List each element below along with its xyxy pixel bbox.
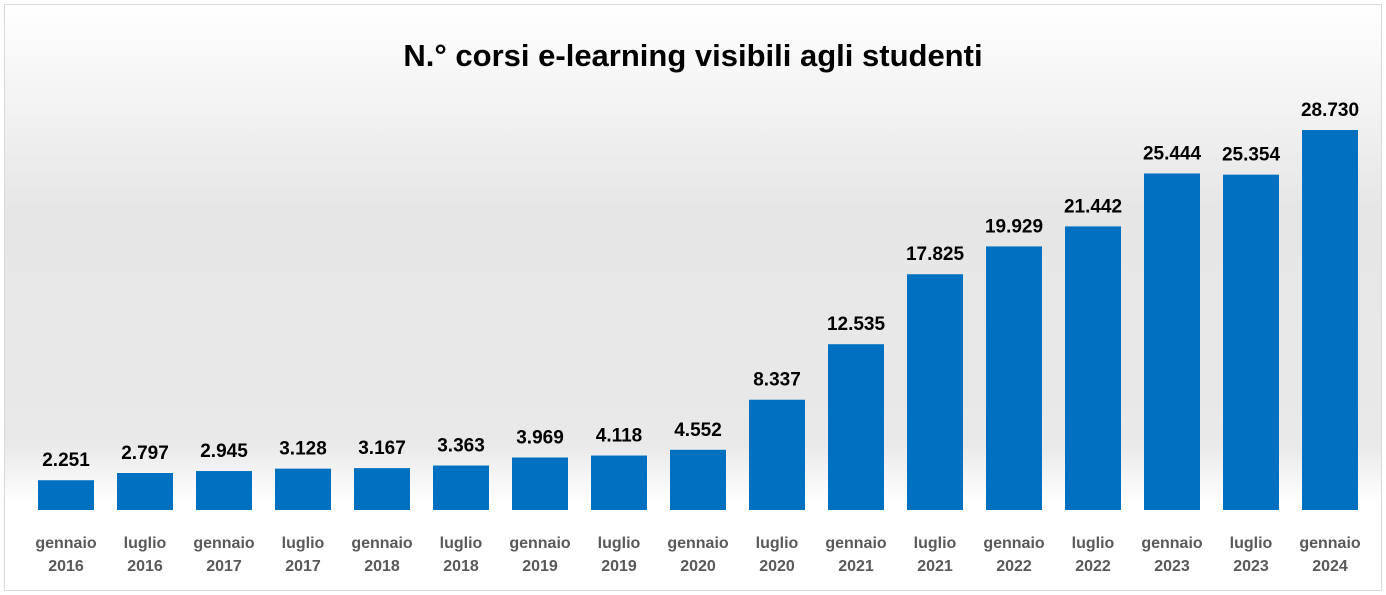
x-tick-label: gennaio 2018 <box>351 535 413 575</box>
data-label: 25.444 <box>1143 143 1202 164</box>
data-label: 25.354 <box>1222 145 1281 166</box>
x-tick-label: gennaio 2021 <box>825 535 887 575</box>
x-tick-label: gennaio 2017 <box>193 535 255 575</box>
bar <box>354 468 410 510</box>
bar <box>1302 130 1358 510</box>
data-label: 28.730 <box>1301 100 1359 121</box>
bar <box>1223 174 1279 511</box>
bar <box>196 471 252 510</box>
bar <box>907 274 963 510</box>
data-label: 4.552 <box>674 420 722 441</box>
bar <box>275 468 331 510</box>
data-label: 17.825 <box>906 244 965 265</box>
bar <box>1065 226 1121 511</box>
data-label: 3.363 <box>437 436 485 457</box>
data-label: 8.337 <box>753 370 801 391</box>
x-tick-label: gennaio 2024 <box>1299 535 1361 575</box>
data-label: 21.442 <box>1064 196 1122 217</box>
data-label: 2.945 <box>200 441 248 462</box>
bar <box>986 246 1042 511</box>
data-label: 19.929 <box>985 216 1043 237</box>
data-label: 12.535 <box>827 314 886 335</box>
x-tick-label: luglio 2023 <box>1230 535 1273 575</box>
data-label: 4.118 <box>596 426 643 447</box>
bar <box>749 399 805 510</box>
x-tick-label: luglio 2021 <box>914 535 957 575</box>
x-tick-label: luglio 2016 <box>124 535 167 575</box>
x-tick-label: gennaio 2020 <box>667 535 729 575</box>
x-tick-label: luglio 2019 <box>598 535 641 575</box>
bar <box>828 344 884 510</box>
x-tick-label: gennaio 2023 <box>1141 535 1203 575</box>
bar <box>670 449 726 510</box>
bar <box>117 473 173 510</box>
x-tick-label: luglio 2020 <box>756 535 799 575</box>
data-label: 3.969 <box>516 428 564 449</box>
data-label: 2.251 <box>42 450 90 471</box>
bar <box>433 465 489 510</box>
bar <box>512 457 568 510</box>
data-label: 3.167 <box>358 438 406 459</box>
chart-title: N.° corsi e-learning visibili agli stude… <box>403 38 982 73</box>
data-label: 2.797 <box>121 443 169 464</box>
x-tick-label: gennaio 2016 <box>35 535 97 575</box>
data-label: 3.128 <box>279 439 327 460</box>
bar <box>1144 173 1200 510</box>
x-tick-label: luglio 2022 <box>1072 535 1115 575</box>
bar <box>591 455 647 510</box>
bar <box>38 480 94 510</box>
x-tick-label: luglio 2017 <box>282 535 325 575</box>
x-tick-label: luglio 2018 <box>440 535 483 575</box>
x-tick-label: gennaio 2022 <box>983 535 1045 575</box>
x-tick-label: gennaio 2019 <box>509 535 571 575</box>
